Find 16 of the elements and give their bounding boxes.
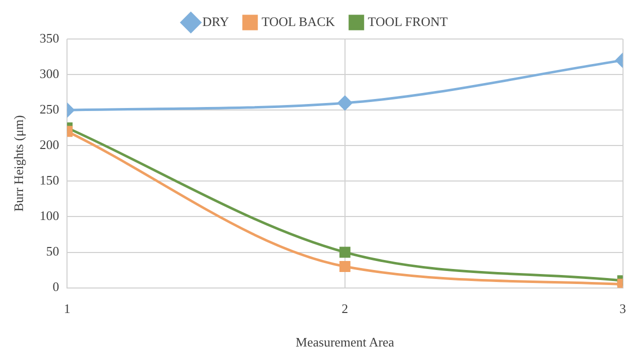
legend-label: DRY bbox=[202, 14, 230, 29]
x-tick-label: 2 bbox=[342, 301, 348, 316]
y-tick-label: 100 bbox=[40, 208, 60, 224]
x-tick-label: 1 bbox=[64, 301, 70, 316]
x-tick-label: 3 bbox=[620, 301, 626, 316]
legend-label: TOOL FRONT bbox=[368, 14, 448, 29]
y-tick-label: 300 bbox=[40, 66, 60, 81]
x-axis-title: Measurement Area bbox=[296, 334, 394, 350]
y-tick-label: 150 bbox=[40, 172, 60, 188]
y-tick-label: 0 bbox=[52, 279, 60, 294]
y-tick-label: 50 bbox=[46, 244, 60, 259]
y-axis-title: Burr Heights (μm) bbox=[11, 115, 26, 212]
y-tick-label: 250 bbox=[40, 102, 60, 117]
y-tick-label: 350 bbox=[40, 30, 60, 46]
y-tick-label: 200 bbox=[40, 137, 60, 152]
legend-label: TOOL BACK bbox=[262, 14, 336, 29]
